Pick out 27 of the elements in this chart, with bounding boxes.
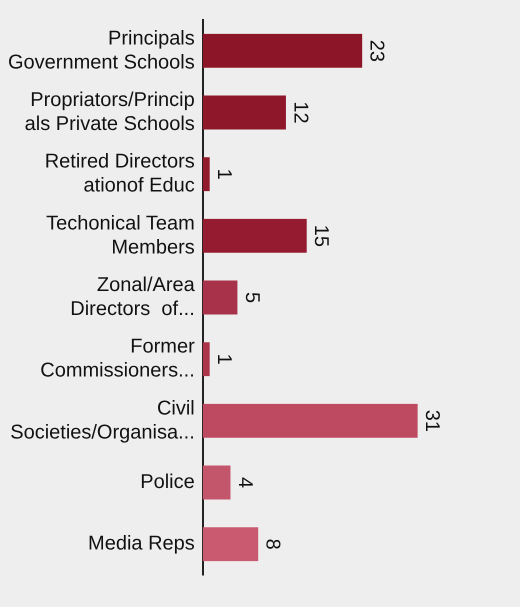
bar	[202, 342, 210, 376]
data-label: 1	[213, 354, 236, 365]
y-tick-label: Former Commissioners...	[40, 336, 196, 382]
data-label: 31	[421, 410, 444, 432]
bar	[202, 280, 238, 314]
data-label: 4	[234, 476, 256, 488]
bar	[202, 34, 362, 68]
y-tick-label: Civil Societies/Organisa...	[10, 397, 195, 444]
y-tick-label: Principals Government Schools	[8, 27, 195, 74]
bar	[202, 96, 286, 130]
data-label: 8	[262, 538, 284, 550]
bar	[202, 157, 210, 192]
y-tick-label: Propriators/Princip als Private Schools	[24, 89, 195, 136]
data-label: 5	[240, 292, 263, 304]
data-label: 1	[213, 168, 236, 180]
y-tick-label: Media Reps	[88, 532, 195, 555]
data-label: 12	[289, 101, 312, 124]
bar	[202, 218, 307, 253]
y-tick-label: Retired Directors ationof Educ	[44, 150, 195, 197]
bar	[202, 466, 230, 500]
y-tick-label: Police	[140, 471, 195, 494]
y-tick-label: Zonal/Area Directors of...	[70, 274, 196, 320]
y-tick-label: Techonical Team Members	[46, 212, 195, 258]
bar	[202, 527, 258, 562]
bar	[202, 404, 418, 438]
data-label: 23	[366, 40, 388, 62]
data-label: 15	[310, 224, 332, 247]
